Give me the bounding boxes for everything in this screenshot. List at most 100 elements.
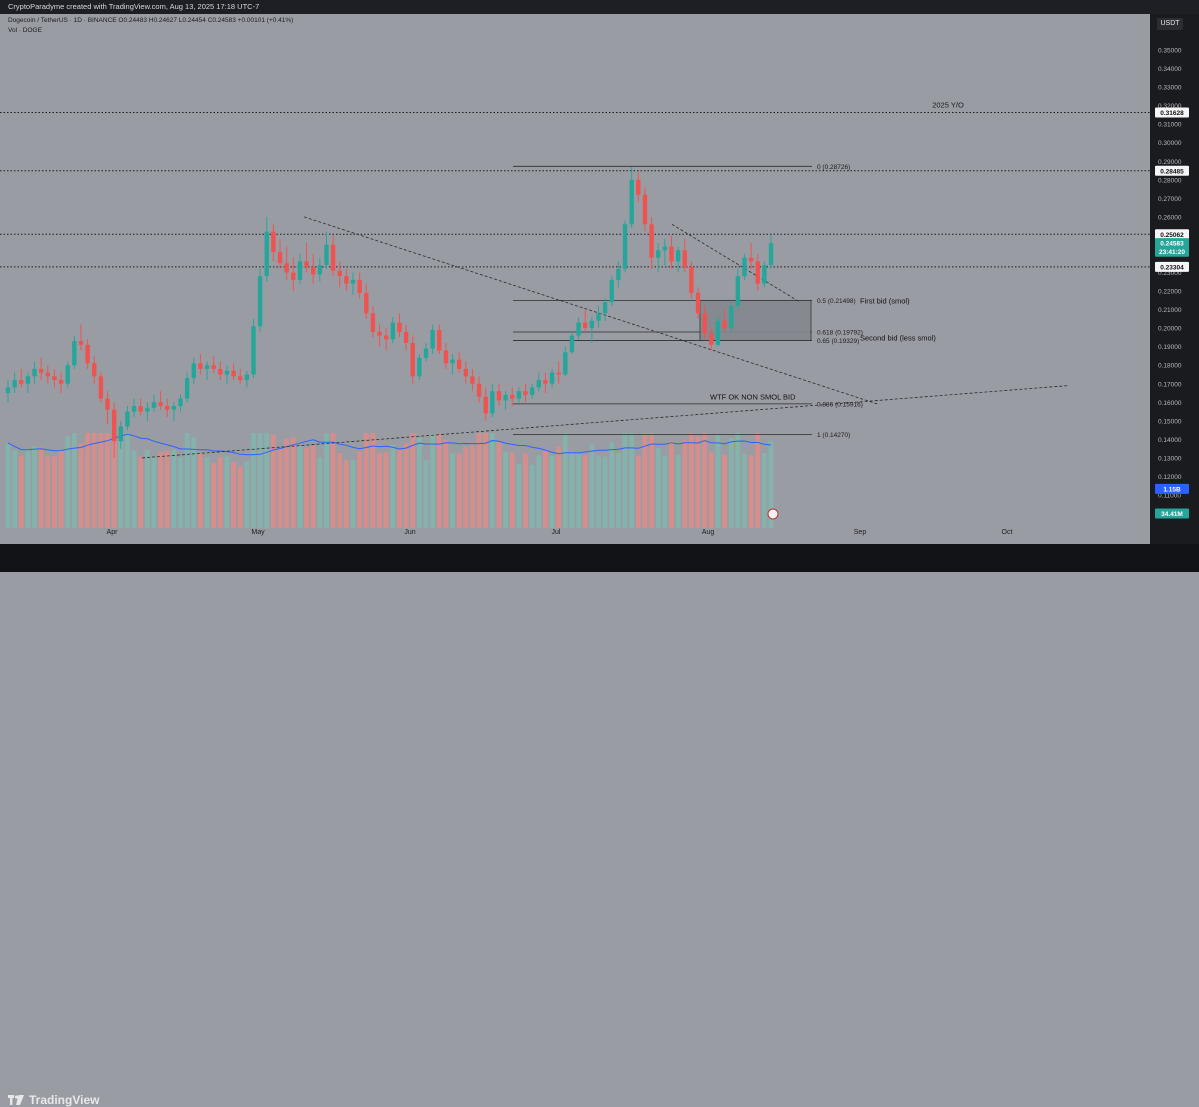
candle-body [251, 326, 256, 375]
volume-bar [735, 433, 741, 528]
candle-body [337, 270, 342, 277]
y-tick-label: 0.14000 [1158, 437, 1182, 444]
candle-body [38, 368, 44, 373]
volume-bar [118, 433, 124, 528]
candle-body [364, 292, 369, 314]
volume-bar [52, 455, 57, 528]
volume-bar [71, 433, 77, 528]
volume-bar [191, 436, 197, 528]
candle-body [483, 396, 488, 414]
volume-bar [343, 460, 349, 528]
volume-bar [536, 455, 542, 528]
candle-body [503, 394, 508, 401]
candle-body [370, 313, 376, 332]
candle-body [244, 374, 250, 381]
volume-bar [18, 455, 24, 528]
candle-body [656, 250, 661, 258]
volume-bar [324, 433, 329, 528]
volume-bar [702, 433, 708, 528]
volume-bar [91, 433, 97, 528]
alert-icon [767, 508, 779, 520]
volume-bar [715, 435, 721, 528]
candle-body [576, 322, 581, 336]
price-axis[interactable] [1150, 14, 1199, 544]
candle-body [58, 380, 64, 384]
volume-bar [131, 450, 137, 528]
candle-body [271, 231, 276, 253]
volume-bar [251, 433, 256, 528]
volume-bar [304, 447, 309, 528]
y-tick-label: 0.23000 [1158, 270, 1182, 277]
volume-bar [237, 466, 243, 528]
chart-area[interactable]: Dogecoin / TetherUS · 1D · BINANCE O0.24… [0, 14, 1150, 544]
tradingview-logo[interactable]: TradingView [8, 1093, 99, 1107]
candle-body [350, 279, 356, 284]
volume-bar [516, 464, 522, 528]
candle-body [543, 380, 548, 384]
volume-bar [390, 444, 396, 528]
volume-bar [669, 440, 674, 528]
candle-body [430, 329, 435, 349]
volume-bar [12, 449, 18, 528]
volume-bar [609, 442, 615, 528]
volume-bar [503, 452, 509, 528]
volume-bar [337, 452, 343, 528]
candle-body [589, 320, 595, 329]
candle-body [151, 402, 157, 408]
y-tick-label: 0.35000 [1158, 48, 1182, 55]
volume-bar [224, 456, 230, 528]
y-tick-label: 0.13000 [1158, 455, 1182, 462]
candle-body [52, 376, 57, 381]
volume-bar [675, 454, 681, 528]
candle-body [344, 276, 349, 284]
candle-body [616, 268, 621, 280]
candle-body [662, 246, 668, 251]
volume-bar [184, 433, 190, 528]
candle-body [231, 370, 236, 377]
volume-bar [728, 438, 734, 528]
price-badge-label: 0.28485 [1160, 168, 1184, 175]
uptrend-line [141, 385, 1069, 459]
volume-bar [171, 449, 177, 528]
candle-body [556, 372, 561, 375]
volume-bar [450, 453, 455, 528]
candle-body [304, 261, 309, 267]
price-badge [1155, 261, 1189, 272]
volume-bar [463, 446, 469, 528]
candle-body [516, 391, 522, 399]
candle-body [450, 359, 455, 364]
volume-bar [158, 452, 163, 528]
volume-bar [649, 433, 654, 528]
candle-body [324, 244, 329, 266]
candle-body [158, 402, 163, 406]
x-tick-label: Apr [107, 529, 119, 536]
volume-bar [164, 450, 170, 528]
volume-bar [496, 442, 502, 528]
volume-bar [642, 433, 648, 528]
candle-body [19, 380, 24, 384]
y-tick-label: 0.17000 [1158, 381, 1182, 388]
volume-bar [682, 440, 688, 528]
candle-body [165, 406, 170, 410]
volume-bar [622, 433, 628, 528]
volume-bar [589, 444, 595, 528]
candle-body [25, 376, 31, 384]
volume-bar [768, 440, 774, 528]
price-badge-label: 0.25062 [1160, 232, 1184, 239]
price-badge-label: 0.24583 [1160, 241, 1184, 248]
volume-bar [198, 453, 203, 528]
candle-body [377, 331, 382, 336]
volume-bar [217, 457, 223, 528]
volume-bar [602, 456, 608, 528]
volume-bar [383, 452, 389, 528]
y-tick-label: 0.16000 [1158, 400, 1182, 407]
fib-label: 0.886 (0.15916) [817, 401, 863, 408]
candle-body [523, 391, 528, 395]
candle-body [728, 305, 734, 329]
candle-body [32, 368, 37, 377]
price-badge-label: 0.31628 [1160, 110, 1184, 117]
candle-body [762, 265, 767, 284]
volume-bar [556, 446, 562, 528]
currency-badge[interactable]: USDT [1157, 18, 1183, 30]
candle-body [536, 380, 541, 388]
